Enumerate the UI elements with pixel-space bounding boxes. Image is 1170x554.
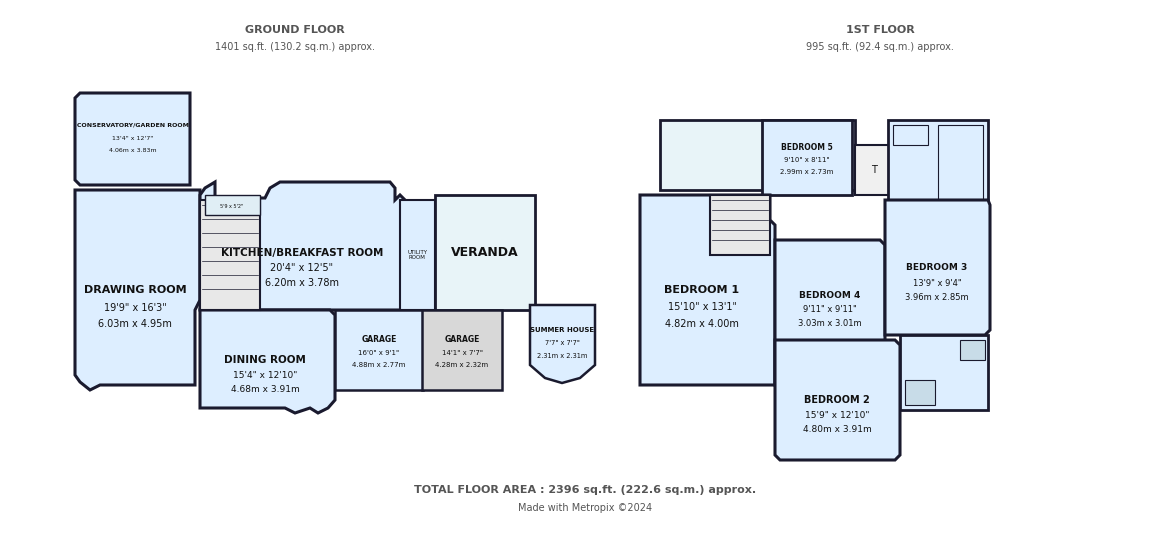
Text: 4.88m x 2.77m: 4.88m x 2.77m bbox=[352, 362, 406, 368]
Text: Made with Metropix ©2024: Made with Metropix ©2024 bbox=[518, 503, 652, 513]
Text: CONSERVATORY/GARDEN ROOM: CONSERVATORY/GARDEN ROOM bbox=[77, 122, 190, 127]
Text: 19'9" x 16'3": 19'9" x 16'3" bbox=[104, 303, 166, 313]
Polygon shape bbox=[200, 310, 335, 413]
Text: 15'4" x 12'10": 15'4" x 12'10" bbox=[233, 371, 297, 379]
Text: BEDROOM 5: BEDROOM 5 bbox=[782, 143, 833, 152]
Text: T: T bbox=[870, 165, 878, 175]
Text: 4.06m x 3.83m: 4.06m x 3.83m bbox=[109, 147, 157, 152]
Text: 14'1" x 7'7": 14'1" x 7'7" bbox=[441, 350, 482, 356]
Polygon shape bbox=[885, 200, 990, 335]
Text: UTILITY
ROOM: UTILITY ROOM bbox=[407, 250, 427, 260]
Polygon shape bbox=[530, 305, 596, 383]
Bar bbox=[422, 310, 502, 390]
Text: 3.03m x 3.01m: 3.03m x 3.01m bbox=[798, 320, 862, 329]
Text: DRAWING ROOM: DRAWING ROOM bbox=[84, 285, 186, 295]
Text: DINING ROOM: DINING ROOM bbox=[225, 355, 305, 365]
Text: 4.68m x 3.91m: 4.68m x 3.91m bbox=[230, 386, 300, 394]
Text: 2.99m x 2.73m: 2.99m x 2.73m bbox=[780, 169, 834, 175]
Text: KITCHEN/BREAKFAST ROOM: KITCHEN/BREAKFAST ROOM bbox=[221, 248, 384, 258]
Text: 16'0" x 9'1": 16'0" x 9'1" bbox=[358, 350, 400, 356]
Polygon shape bbox=[775, 240, 885, 385]
Bar bbox=[660, 120, 855, 190]
Text: 995 sq.ft. (92.4 sq.m.) approx.: 995 sq.ft. (92.4 sq.m.) approx. bbox=[806, 42, 954, 52]
Bar bbox=[938, 125, 983, 200]
Bar bbox=[762, 120, 852, 195]
Text: 7'7" x 7'7": 7'7" x 7'7" bbox=[544, 340, 579, 346]
Text: 4.80m x 3.91m: 4.80m x 3.91m bbox=[803, 425, 872, 434]
Polygon shape bbox=[200, 182, 405, 310]
Text: 6.20m x 3.78m: 6.20m x 3.78m bbox=[264, 278, 339, 288]
Text: VERANDA: VERANDA bbox=[452, 247, 518, 259]
Text: BEDROOM 3: BEDROOM 3 bbox=[907, 264, 968, 273]
Bar bbox=[710, 195, 770, 255]
Text: 9'10" x 8'11": 9'10" x 8'11" bbox=[784, 157, 830, 163]
Text: 2.31m x 2.31m: 2.31m x 2.31m bbox=[537, 353, 587, 359]
Text: GARAGE: GARAGE bbox=[445, 336, 480, 345]
Text: SUMMER HOUSE: SUMMER HOUSE bbox=[530, 327, 594, 333]
Text: 3.96m x 2.85m: 3.96m x 2.85m bbox=[906, 294, 969, 302]
Bar bbox=[855, 145, 893, 195]
Polygon shape bbox=[75, 93, 190, 185]
Polygon shape bbox=[640, 195, 775, 385]
Bar bbox=[335, 310, 424, 390]
Text: 1401 sq.ft. (130.2 sq.m.) approx.: 1401 sq.ft. (130.2 sq.m.) approx. bbox=[215, 42, 376, 52]
Bar bbox=[205, 195, 260, 215]
Text: GARAGE: GARAGE bbox=[362, 336, 397, 345]
Text: 13'4" x 12'7": 13'4" x 12'7" bbox=[112, 136, 153, 141]
Text: 13'9" x 9'4": 13'9" x 9'4" bbox=[913, 279, 962, 288]
Bar bbox=[400, 200, 435, 310]
Text: 4.28m x 2.32m: 4.28m x 2.32m bbox=[435, 362, 489, 368]
Text: GROUND FLOOR: GROUND FLOOR bbox=[246, 25, 345, 35]
Text: BEDROOM 2: BEDROOM 2 bbox=[804, 395, 869, 405]
Text: 20'4" x 12'5": 20'4" x 12'5" bbox=[270, 263, 333, 273]
Bar bbox=[906, 380, 935, 405]
Text: 5'9 x 5'2": 5'9 x 5'2" bbox=[220, 204, 243, 209]
Text: TOTAL FLOOR AREA : 2396 sq.ft. (222.6 sq.m.) approx.: TOTAL FLOOR AREA : 2396 sq.ft. (222.6 sq… bbox=[414, 485, 756, 495]
Polygon shape bbox=[775, 340, 900, 460]
Text: 15'10" x 13'1": 15'10" x 13'1" bbox=[668, 302, 736, 312]
Bar bbox=[900, 335, 987, 410]
Bar bbox=[888, 120, 987, 205]
Bar bbox=[435, 195, 535, 310]
Text: 4.82m x 4.00m: 4.82m x 4.00m bbox=[665, 319, 739, 329]
Bar bbox=[893, 125, 928, 145]
Text: 15'9" x 12'10": 15'9" x 12'10" bbox=[805, 411, 869, 419]
Text: BEDROOM 1: BEDROOM 1 bbox=[665, 285, 739, 295]
Bar bbox=[200, 200, 260, 310]
Polygon shape bbox=[75, 190, 200, 390]
Bar bbox=[961, 340, 985, 360]
Text: BEDROOM 4: BEDROOM 4 bbox=[799, 290, 861, 300]
Text: 1ST FLOOR: 1ST FLOOR bbox=[846, 25, 915, 35]
Text: 6.03m x 4.95m: 6.03m x 4.95m bbox=[98, 319, 172, 329]
Text: 9'11" x 9'11": 9'11" x 9'11" bbox=[803, 305, 856, 315]
